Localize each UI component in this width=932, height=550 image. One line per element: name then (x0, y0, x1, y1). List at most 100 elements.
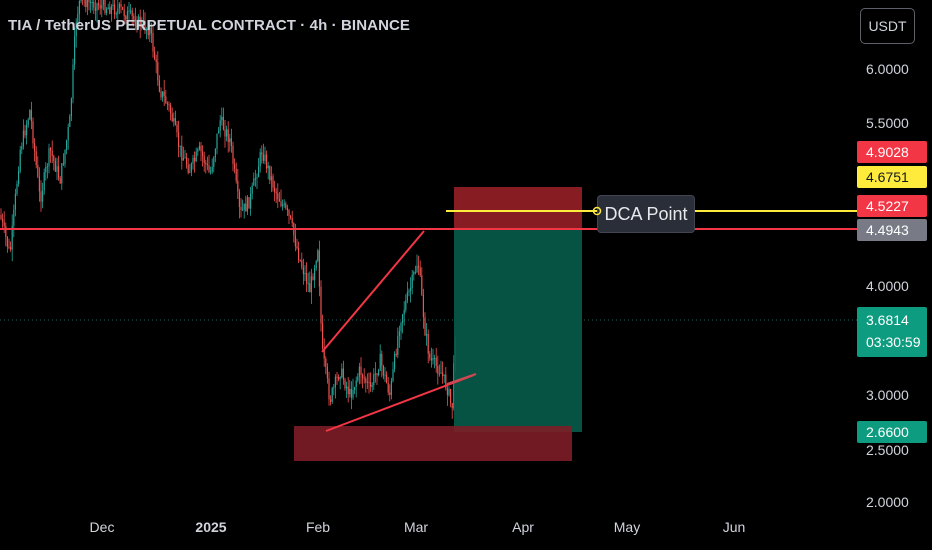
candle-body (453, 363, 455, 409)
time-label-feb: Feb (305, 519, 331, 535)
candle-body (62, 163, 64, 165)
candle-body (266, 154, 268, 169)
candle-body (298, 248, 300, 261)
candle-body (50, 148, 52, 151)
candle-body (206, 164, 208, 166)
candle-body (110, 6, 112, 14)
candle-body (69, 116, 71, 127)
candle-body (2, 218, 4, 222)
stop-loss-price-tag: 4.9028 (857, 141, 927, 163)
candle-body (192, 157, 194, 164)
candle-body (378, 370, 380, 375)
candle-body (216, 133, 218, 149)
candle-body (427, 334, 429, 354)
candle-body (325, 358, 327, 367)
dca-point-label[interactable]: DCA Point (597, 195, 695, 233)
candle-body (58, 166, 60, 179)
candle-body (267, 165, 269, 169)
candle-body (422, 294, 424, 318)
candle-body (363, 377, 365, 379)
candle-body (358, 366, 360, 377)
candle-body (294, 235, 296, 247)
entry-price-tag: 4.5227 (857, 195, 927, 217)
candle-body (280, 201, 282, 206)
candle-body (208, 165, 210, 172)
candle-body (270, 176, 272, 181)
candle-body (158, 80, 160, 92)
candle-body (443, 374, 445, 376)
candle-body (352, 390, 354, 398)
candle-body (178, 132, 180, 147)
candle-body (166, 103, 168, 105)
candle-body (365, 378, 367, 383)
candle-body (163, 91, 165, 97)
candle-body (438, 373, 440, 375)
candle-body (96, 3, 98, 11)
candle-body (186, 157, 188, 165)
candle-body (213, 157, 215, 167)
time-label-2025: 2025 (195, 519, 227, 535)
candle-body (30, 110, 32, 122)
candle-body (413, 272, 415, 275)
candle-body (171, 113, 173, 122)
candle-body (48, 148, 50, 167)
candle-body (389, 392, 391, 395)
candle-body (13, 209, 15, 226)
candle-body (102, 0, 104, 5)
currency-button[interactable]: USDT (860, 8, 915, 44)
candle-body (384, 374, 386, 376)
candle-body (261, 152, 263, 155)
candle-body (117, 8, 119, 14)
candle-body (214, 148, 216, 158)
candle-body (198, 145, 200, 150)
candle-body (203, 155, 205, 163)
candle-body (115, 13, 117, 15)
upper-trend-line (321, 230, 425, 353)
lower-trend-line (325, 374, 475, 432)
candle-body (134, 19, 136, 26)
candle-body (437, 365, 439, 374)
time-label-dec: Dec (89, 519, 115, 535)
candle-body (418, 265, 420, 268)
candle-body (278, 199, 280, 202)
candle-body (328, 378, 330, 400)
candle-body (154, 51, 156, 60)
candle-body (35, 151, 37, 166)
candle-body (16, 183, 18, 194)
candle-body (406, 292, 408, 301)
price-label-2: 2.0000 (866, 494, 909, 510)
candle-body (118, 4, 120, 9)
candle-body (54, 161, 56, 172)
candle-body (386, 374, 388, 383)
candle-body (286, 208, 288, 211)
candle-body (248, 197, 250, 209)
candle-body (262, 154, 264, 161)
candle-body (381, 353, 383, 366)
candle-body (306, 273, 308, 284)
candle-body (38, 176, 40, 192)
candle-body (395, 353, 397, 355)
candle-body (70, 98, 72, 117)
candle-body (86, 0, 88, 8)
symbol-title[interactable]: TIA / TetherUS PERPETUAL CONTRACT · 4h ·… (8, 17, 411, 34)
candle-body (106, 9, 108, 14)
candle-body (141, 21, 143, 27)
candle-body (366, 381, 368, 383)
candle-body (210, 171, 212, 173)
candle-body (14, 193, 16, 210)
candle-body (274, 187, 276, 192)
last-price-value: 3.6814 (866, 312, 909, 328)
resistance-price-tag: 4.4943 (857, 219, 927, 241)
candle-body (149, 27, 151, 36)
candle-body (320, 286, 322, 324)
candle-body (304, 273, 306, 275)
candle-body (275, 191, 277, 194)
candle-body (43, 172, 45, 191)
candle-body (219, 120, 221, 131)
candle-body (189, 172, 191, 174)
candle-body (8, 246, 10, 248)
candle-body (290, 215, 292, 218)
candle-body (53, 156, 55, 161)
time-label-may: May (613, 519, 641, 535)
